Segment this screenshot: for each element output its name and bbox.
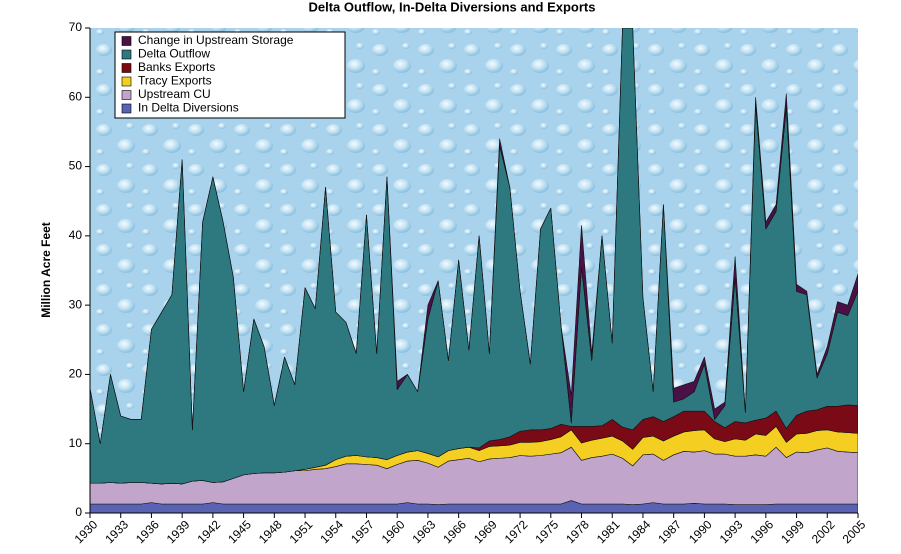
x-tick-label: 2002 [809, 517, 838, 546]
x-tick-label: 1981 [594, 517, 623, 546]
x-tick-label: 1939 [164, 517, 193, 546]
x-tick-label: 1978 [563, 517, 592, 546]
legend-swatch [121, 36, 132, 46]
y-tick-label: 0 [75, 505, 82, 519]
x-tick-label: 1936 [133, 517, 162, 546]
legend-label: Tracy Exports [138, 74, 212, 88]
x-tick-label: 1963 [410, 517, 439, 546]
y-tick-label: 10 [69, 436, 83, 450]
x-tick-label: 1972 [502, 517, 531, 546]
legend-swatch [121, 49, 132, 60]
x-tick-label: 1954 [317, 517, 346, 546]
y-axis-label: Million Acre Feet [39, 222, 53, 318]
y-tick-label: 20 [69, 367, 83, 381]
x-tick-label: 1948 [256, 517, 285, 546]
x-tick-label: 2005 [840, 517, 869, 546]
x-tick-label: 1951 [287, 517, 316, 546]
chart-title: Delta Outflow, In-Delta Diversions and E… [308, 0, 595, 14]
x-tick-label: 1933 [102, 517, 131, 546]
x-tick-label: 1984 [625, 517, 654, 546]
legend-swatch [121, 76, 132, 87]
x-tick-label: 1945 [225, 517, 254, 546]
legend-label: Upstream CU [138, 87, 211, 101]
y-tick-label: 60 [69, 89, 83, 103]
legend-swatch [121, 63, 132, 73]
x-tick-label: 1987 [655, 517, 684, 546]
y-tick-label: 70 [69, 20, 83, 34]
y-tick-label: 40 [69, 228, 83, 242]
x-tick-label: 1942 [194, 517, 223, 546]
legend-swatch [121, 90, 132, 100]
y-tick-label: 50 [69, 159, 83, 173]
x-tick-label: 1957 [348, 517, 377, 546]
x-tick-label: 1966 [440, 517, 469, 546]
legend-swatch [121, 103, 132, 114]
x-tick-label: 1930 [72, 517, 101, 546]
legend-label: Banks Exports [138, 60, 215, 74]
x-tick-label: 1993 [717, 517, 746, 546]
x-tick-label: 1999 [778, 517, 807, 546]
x-tick-label: 1996 [747, 517, 776, 546]
x-tick-label: 1960 [379, 517, 408, 546]
areas [90, 28, 858, 513]
legend-label: In Delta Diversions [138, 101, 239, 115]
x-tick-label: 1990 [686, 517, 715, 546]
area [90, 28, 858, 445]
x-tick-label: 1969 [471, 517, 500, 546]
legend-label: Change in Upstream Storage [138, 33, 294, 47]
x-tick-label: 1975 [532, 517, 561, 546]
legend-box [114, 31, 346, 119]
legend-label: Delta Outflow [138, 47, 210, 61]
y-tick-label: 30 [69, 297, 83, 311]
